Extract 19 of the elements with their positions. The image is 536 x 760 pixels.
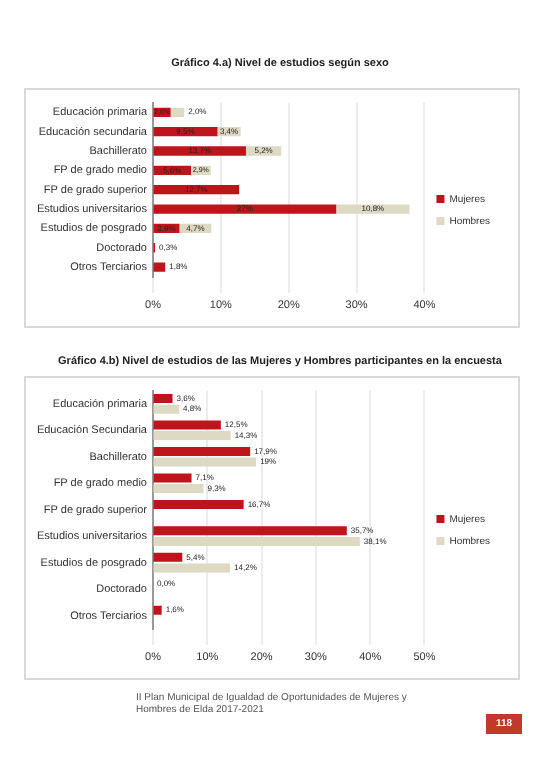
bar: [153, 605, 162, 615]
bar: [153, 457, 257, 467]
bar: [153, 446, 251, 456]
bar: [153, 536, 360, 546]
bar: [153, 146, 246, 156]
bar: [153, 473, 192, 483]
bar: [153, 484, 204, 494]
bar: [153, 499, 244, 509]
bar: [153, 431, 231, 441]
bar: [153, 204, 337, 214]
bar: [153, 552, 183, 562]
bar: [153, 526, 347, 536]
bar: [153, 404, 180, 414]
bar: [153, 262, 166, 272]
bar: [153, 420, 221, 430]
bar: [170, 107, 185, 117]
bar: [153, 563, 231, 573]
bar: [336, 204, 410, 214]
bar: [153, 394, 173, 404]
